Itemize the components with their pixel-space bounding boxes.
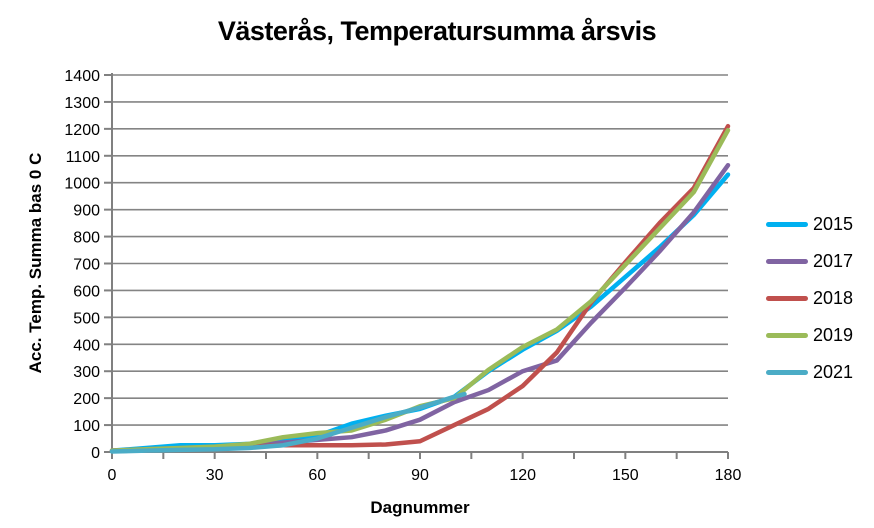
x-tick-label: 120 (509, 467, 536, 484)
y-tick-label: 600 (73, 283, 100, 300)
y-tick-label: 1300 (64, 95, 100, 112)
legend-item-2021: 2021 (766, 360, 871, 384)
y-tick-label: 1200 (64, 122, 100, 139)
y-tick-label: 800 (73, 230, 100, 247)
legend-label: 2019 (813, 324, 854, 345)
x-tick-label: 150 (612, 467, 639, 484)
x-tick-label: 30 (206, 467, 224, 484)
y-tick-label: 1100 (66, 149, 101, 166)
y-tick-label: 300 (73, 364, 100, 381)
y-tick-label: 700 (73, 257, 100, 274)
legend-label: 2018 (813, 287, 854, 308)
legend-item-2015: 2015 (766, 212, 871, 236)
x-tick-label: 60 (308, 467, 326, 484)
legend-swatch-icon (766, 295, 808, 301)
y-tick-label: 0 (91, 445, 100, 462)
y-tick-label: 400 (73, 337, 100, 354)
y-tick-label: 900 (73, 203, 100, 220)
legend-swatch-icon (766, 369, 808, 375)
legend-item-2017: 2017 (766, 249, 871, 273)
y-tick-label: 1000 (64, 176, 100, 193)
x-tick-label: 180 (715, 467, 742, 484)
legend-label: 2015 (813, 213, 854, 234)
chart-title: Västerås, Temperatursumma årsvis (217, 16, 657, 46)
legend-label: 2017 (813, 250, 854, 271)
y-tick-label: 500 (73, 310, 100, 327)
legend-label: 2021 (813, 361, 854, 382)
legend-item-2019: 2019 (766, 323, 871, 347)
legend-swatch-icon (766, 258, 808, 264)
x-tick-label: 90 (411, 467, 429, 484)
x-axis-title: Dagnummer (370, 498, 470, 517)
series-line-2018 (109, 123, 731, 453)
y-tick-label: 200 (73, 391, 100, 408)
legend: 2015 2017 2018 2019 2021 (766, 212, 871, 384)
series-line-2021 (109, 391, 467, 454)
legend-swatch-icon (766, 221, 808, 227)
y-tick-label: 1400 (64, 68, 100, 85)
x-tick-label: 0 (108, 467, 117, 484)
legend-swatch-icon (766, 332, 808, 338)
y-tick-label: 100 (73, 418, 100, 435)
legend-item-2018: 2018 (766, 286, 871, 310)
